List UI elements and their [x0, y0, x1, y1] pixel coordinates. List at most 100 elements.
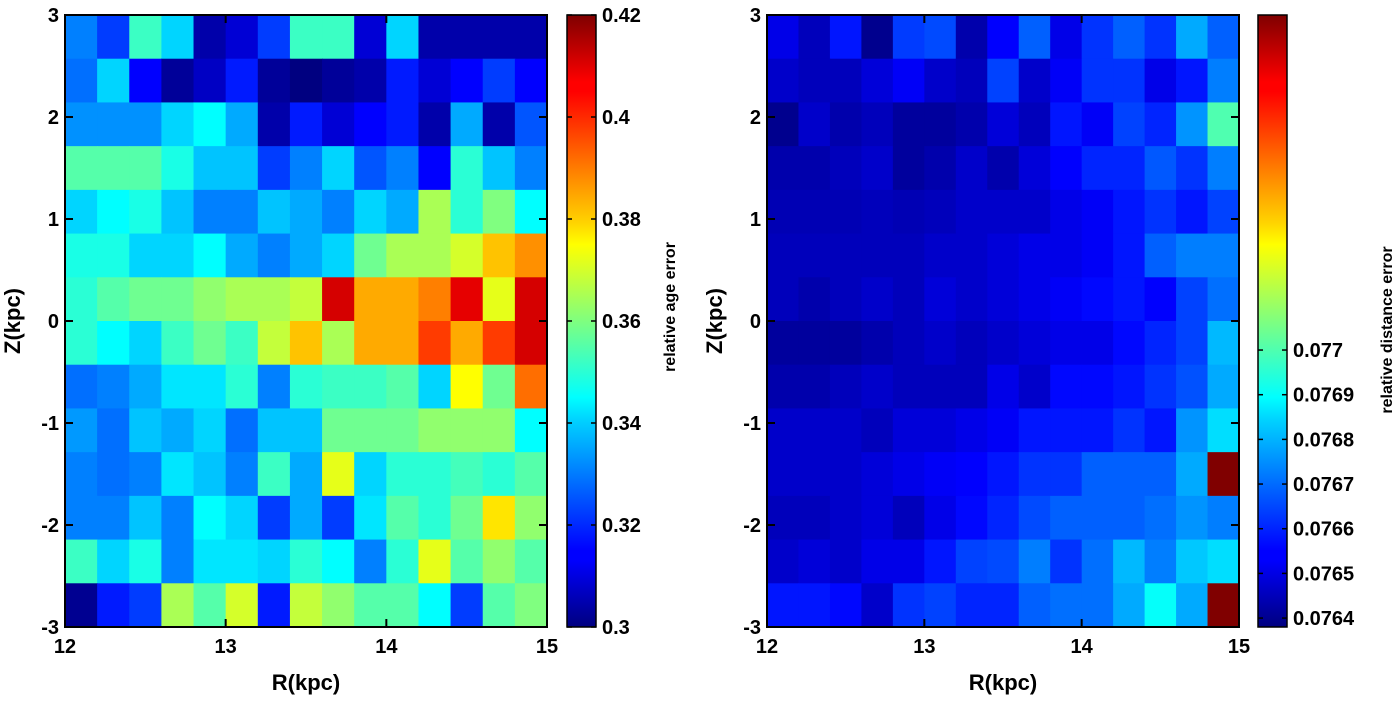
age-error-cell — [65, 452, 98, 497]
distance-error-cell — [861, 233, 894, 278]
distance-error-cell — [767, 102, 800, 147]
distance-error-cell — [1207, 58, 1240, 104]
age-error-cell — [354, 189, 387, 235]
distance-error-cell — [1176, 408, 1209, 453]
age-error-cell — [161, 321, 195, 366]
distance-error-cell — [767, 495, 800, 541]
age-error-cell — [482, 15, 516, 60]
age-error-cell — [225, 408, 259, 453]
age-error-cell — [354, 539, 387, 584]
distance-error-cell — [924, 364, 957, 410]
age-error-cell — [482, 321, 516, 366]
age-error-cell — [97, 583, 130, 628]
age-error-cell — [450, 277, 484, 322]
age-error-cell — [257, 539, 291, 584]
age-error-cell — [482, 189, 516, 235]
distance-error-cell — [1176, 452, 1209, 497]
distance-error-cell — [1207, 233, 1240, 278]
distance-error-cell — [987, 452, 1020, 497]
distance-error-cell — [1050, 583, 1083, 628]
age-error-cell — [257, 277, 291, 322]
age-error-cell — [225, 452, 259, 497]
distance-error-y-tick-label: 0 — [750, 311, 761, 333]
distance-error-colorbar-tick-label: 0.077 — [1293, 340, 1343, 362]
age-error-x-tick-label: 14 — [375, 636, 398, 658]
distance-error-colorbar-label: relative distance error — [1379, 246, 1396, 413]
distance-error-cell — [798, 364, 831, 410]
age-error-y-tick-label: 1 — [48, 209, 59, 231]
age-error-cell — [225, 583, 259, 628]
age-error-cell — [193, 408, 227, 453]
distance-error-cell — [767, 15, 800, 60]
age-error-cell — [418, 102, 452, 147]
distance-error-cell — [798, 321, 831, 366]
age-error-cell — [418, 452, 452, 497]
distance-error-cell — [987, 233, 1020, 278]
age-error-cell — [514, 102, 548, 147]
distance-error-cell — [767, 408, 800, 453]
distance-error-cell — [861, 15, 894, 60]
age-error-cell — [418, 495, 452, 541]
distance-error-cell — [861, 364, 894, 410]
age-error-cell — [482, 495, 516, 541]
age-error-cell — [193, 539, 227, 584]
distance-error-cell — [1113, 495, 1146, 541]
distance-error-x-tick-label: 13 — [913, 636, 935, 658]
age-error-cell — [257, 15, 291, 60]
age-error-cell — [386, 408, 420, 453]
distance-error-cell — [1144, 58, 1177, 104]
distance-error-cell — [1081, 146, 1114, 191]
distance-error-cell — [955, 233, 988, 278]
distance-error-cell — [987, 495, 1020, 541]
distance-error-cell — [1050, 408, 1083, 453]
distance-error-cell — [1018, 277, 1051, 322]
distance-error-cell — [1050, 189, 1083, 235]
age-error-colorbar-tick-label: 0.34 — [602, 413, 642, 435]
distance-error-cell — [1081, 189, 1114, 235]
distance-error-cell — [1113, 15, 1146, 60]
distance-error-cell — [1176, 58, 1209, 104]
distance-error-cell — [1113, 189, 1146, 235]
distance-error-cell — [861, 102, 894, 147]
distance-error-cell — [1113, 364, 1146, 410]
distance-error-cell — [1050, 452, 1083, 497]
age-error-cell — [322, 408, 355, 453]
age-error-cell — [225, 102, 259, 147]
age-error-y-tick-label: 0 — [48, 311, 59, 333]
distance-error-cell — [892, 233, 925, 278]
age-error-cell — [354, 321, 387, 366]
age-error-cell — [193, 364, 227, 410]
distance-error-cell — [798, 15, 831, 60]
distance-error-cell — [1176, 495, 1209, 541]
distance-error-cell — [798, 233, 831, 278]
distance-error-y-tick-label: -3 — [743, 617, 761, 639]
age-error-x-tick-label: 15 — [536, 636, 558, 658]
age-error-cell — [225, 189, 259, 235]
distance-error-cell — [1176, 146, 1209, 191]
distance-error-cell — [892, 58, 925, 104]
distance-error-colorbar-tick-label: 0.0764 — [1293, 608, 1355, 630]
age-error-colorbar-tick-label: 0.38 — [602, 209, 641, 231]
age-error-cell — [386, 583, 420, 628]
age-error-cell — [514, 277, 548, 322]
distance-error-cell — [1207, 495, 1240, 541]
age-error-cell — [482, 408, 516, 453]
distance-error-cell — [798, 452, 831, 497]
age-error-cell — [322, 583, 355, 628]
age-error-cell — [129, 539, 162, 584]
distance-error-cell — [1081, 15, 1114, 60]
distance-error-cell — [1113, 452, 1146, 497]
distance-error-colorbar — [1258, 15, 1287, 627]
age-error-cell — [97, 495, 130, 541]
distance-error-cell — [1050, 364, 1083, 410]
distance-error-cell — [1050, 277, 1083, 322]
age-error-cell — [193, 146, 227, 191]
distance-error-cell — [1050, 321, 1083, 366]
distance-error-cell — [829, 364, 862, 410]
distance-error-cell — [1081, 233, 1114, 278]
age-error-cell — [225, 146, 259, 191]
age-error-cell — [322, 58, 355, 104]
distance-error-cell — [1144, 15, 1177, 60]
distance-error-cell — [798, 539, 831, 584]
